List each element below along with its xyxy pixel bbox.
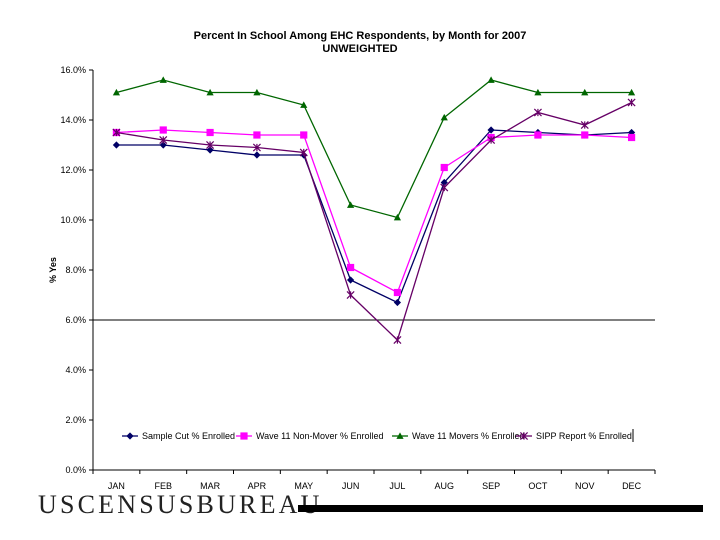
data-point xyxy=(346,290,355,300)
y-tick-label: 2.0% xyxy=(65,415,86,425)
data-point xyxy=(627,133,636,142)
y-tick-label: 10.0% xyxy=(60,215,86,225)
data-point xyxy=(627,88,636,96)
data-point xyxy=(580,120,589,130)
y-tick-label: 8.0% xyxy=(65,265,86,275)
data-point xyxy=(533,108,542,117)
data-point xyxy=(253,88,261,96)
y-axis-label: % Yes xyxy=(48,257,58,283)
legend-label: Wave 11 Non-Mover % Enrolled xyxy=(256,431,384,441)
census-bureau-logo: USCENSUSBUREAU xyxy=(38,490,323,519)
x-tick-label: JAN xyxy=(108,481,125,491)
data-point xyxy=(112,128,121,137)
series-line xyxy=(116,129,632,294)
data-point xyxy=(159,76,167,83)
data-point xyxy=(206,88,214,96)
chart-title: Percent In School Among EHC Respondents,… xyxy=(193,30,527,42)
data-point xyxy=(300,101,308,108)
x-tick-label: NOV xyxy=(575,481,595,491)
y-tick-label: 12.0% xyxy=(60,165,86,175)
data-point xyxy=(487,126,495,134)
data-point xyxy=(206,128,214,137)
data-point xyxy=(300,131,308,139)
data-point xyxy=(112,88,121,96)
x-tick-label: FEB xyxy=(154,481,172,491)
y-tick-label: 0.0% xyxy=(65,465,86,475)
data-point xyxy=(487,76,495,83)
data-point xyxy=(346,276,355,284)
legend-marker xyxy=(519,431,529,441)
data-point xyxy=(440,113,448,121)
data-point xyxy=(112,141,121,149)
x-tick-label: APR xyxy=(248,481,267,491)
y-tick-label: 6.0% xyxy=(65,315,86,325)
x-tick-label: JUL xyxy=(389,481,405,491)
x-tick-label: AUG xyxy=(434,481,454,491)
data-point xyxy=(487,135,496,145)
data-point xyxy=(393,335,402,345)
legend-marker xyxy=(126,432,134,440)
data-point xyxy=(581,131,589,139)
legend-label: Wave 11 Movers % Enrolled xyxy=(412,431,525,441)
legend-marker xyxy=(396,432,404,439)
y-tick-label: 14.0% xyxy=(60,115,86,125)
data-point xyxy=(159,135,168,145)
y-tick-label: 16.0% xyxy=(60,65,86,75)
footer-bar xyxy=(298,505,703,512)
data-point xyxy=(440,178,448,187)
data-point xyxy=(299,148,308,157)
data-point xyxy=(206,140,215,150)
data-point xyxy=(252,143,261,152)
series-line xyxy=(116,129,632,304)
y-tick-label: 4.0% xyxy=(65,365,86,375)
data-point xyxy=(346,201,355,208)
series-line xyxy=(116,101,632,342)
x-tick-label: MAR xyxy=(200,481,221,491)
data-point xyxy=(253,131,261,139)
x-tick-label: SEP xyxy=(482,481,500,491)
data-point xyxy=(534,131,542,139)
data-point xyxy=(253,151,261,159)
data-point xyxy=(627,98,636,107)
data-point xyxy=(440,163,448,172)
data-point xyxy=(346,263,355,272)
legend-label: SIPP Report % Enrolled xyxy=(536,431,632,441)
data-point xyxy=(393,298,402,307)
legend-label: Sample Cut % Enrolled xyxy=(142,431,235,441)
data-point xyxy=(206,146,214,154)
x-tick-label: JUN xyxy=(342,481,360,491)
data-point xyxy=(393,288,402,297)
data-point xyxy=(393,213,402,221)
x-tick-label: OCT xyxy=(528,481,548,491)
chart-subtitle: UNWEIGHTED xyxy=(322,43,398,55)
series-line xyxy=(116,79,632,219)
x-tick-label: DEC xyxy=(622,481,642,491)
x-tick-label: MAY xyxy=(294,481,313,491)
data-point xyxy=(159,141,167,149)
legend-marker xyxy=(240,432,248,440)
data-point xyxy=(534,88,542,96)
data-point xyxy=(159,126,167,134)
data-point xyxy=(581,88,589,96)
data-point xyxy=(440,183,449,192)
